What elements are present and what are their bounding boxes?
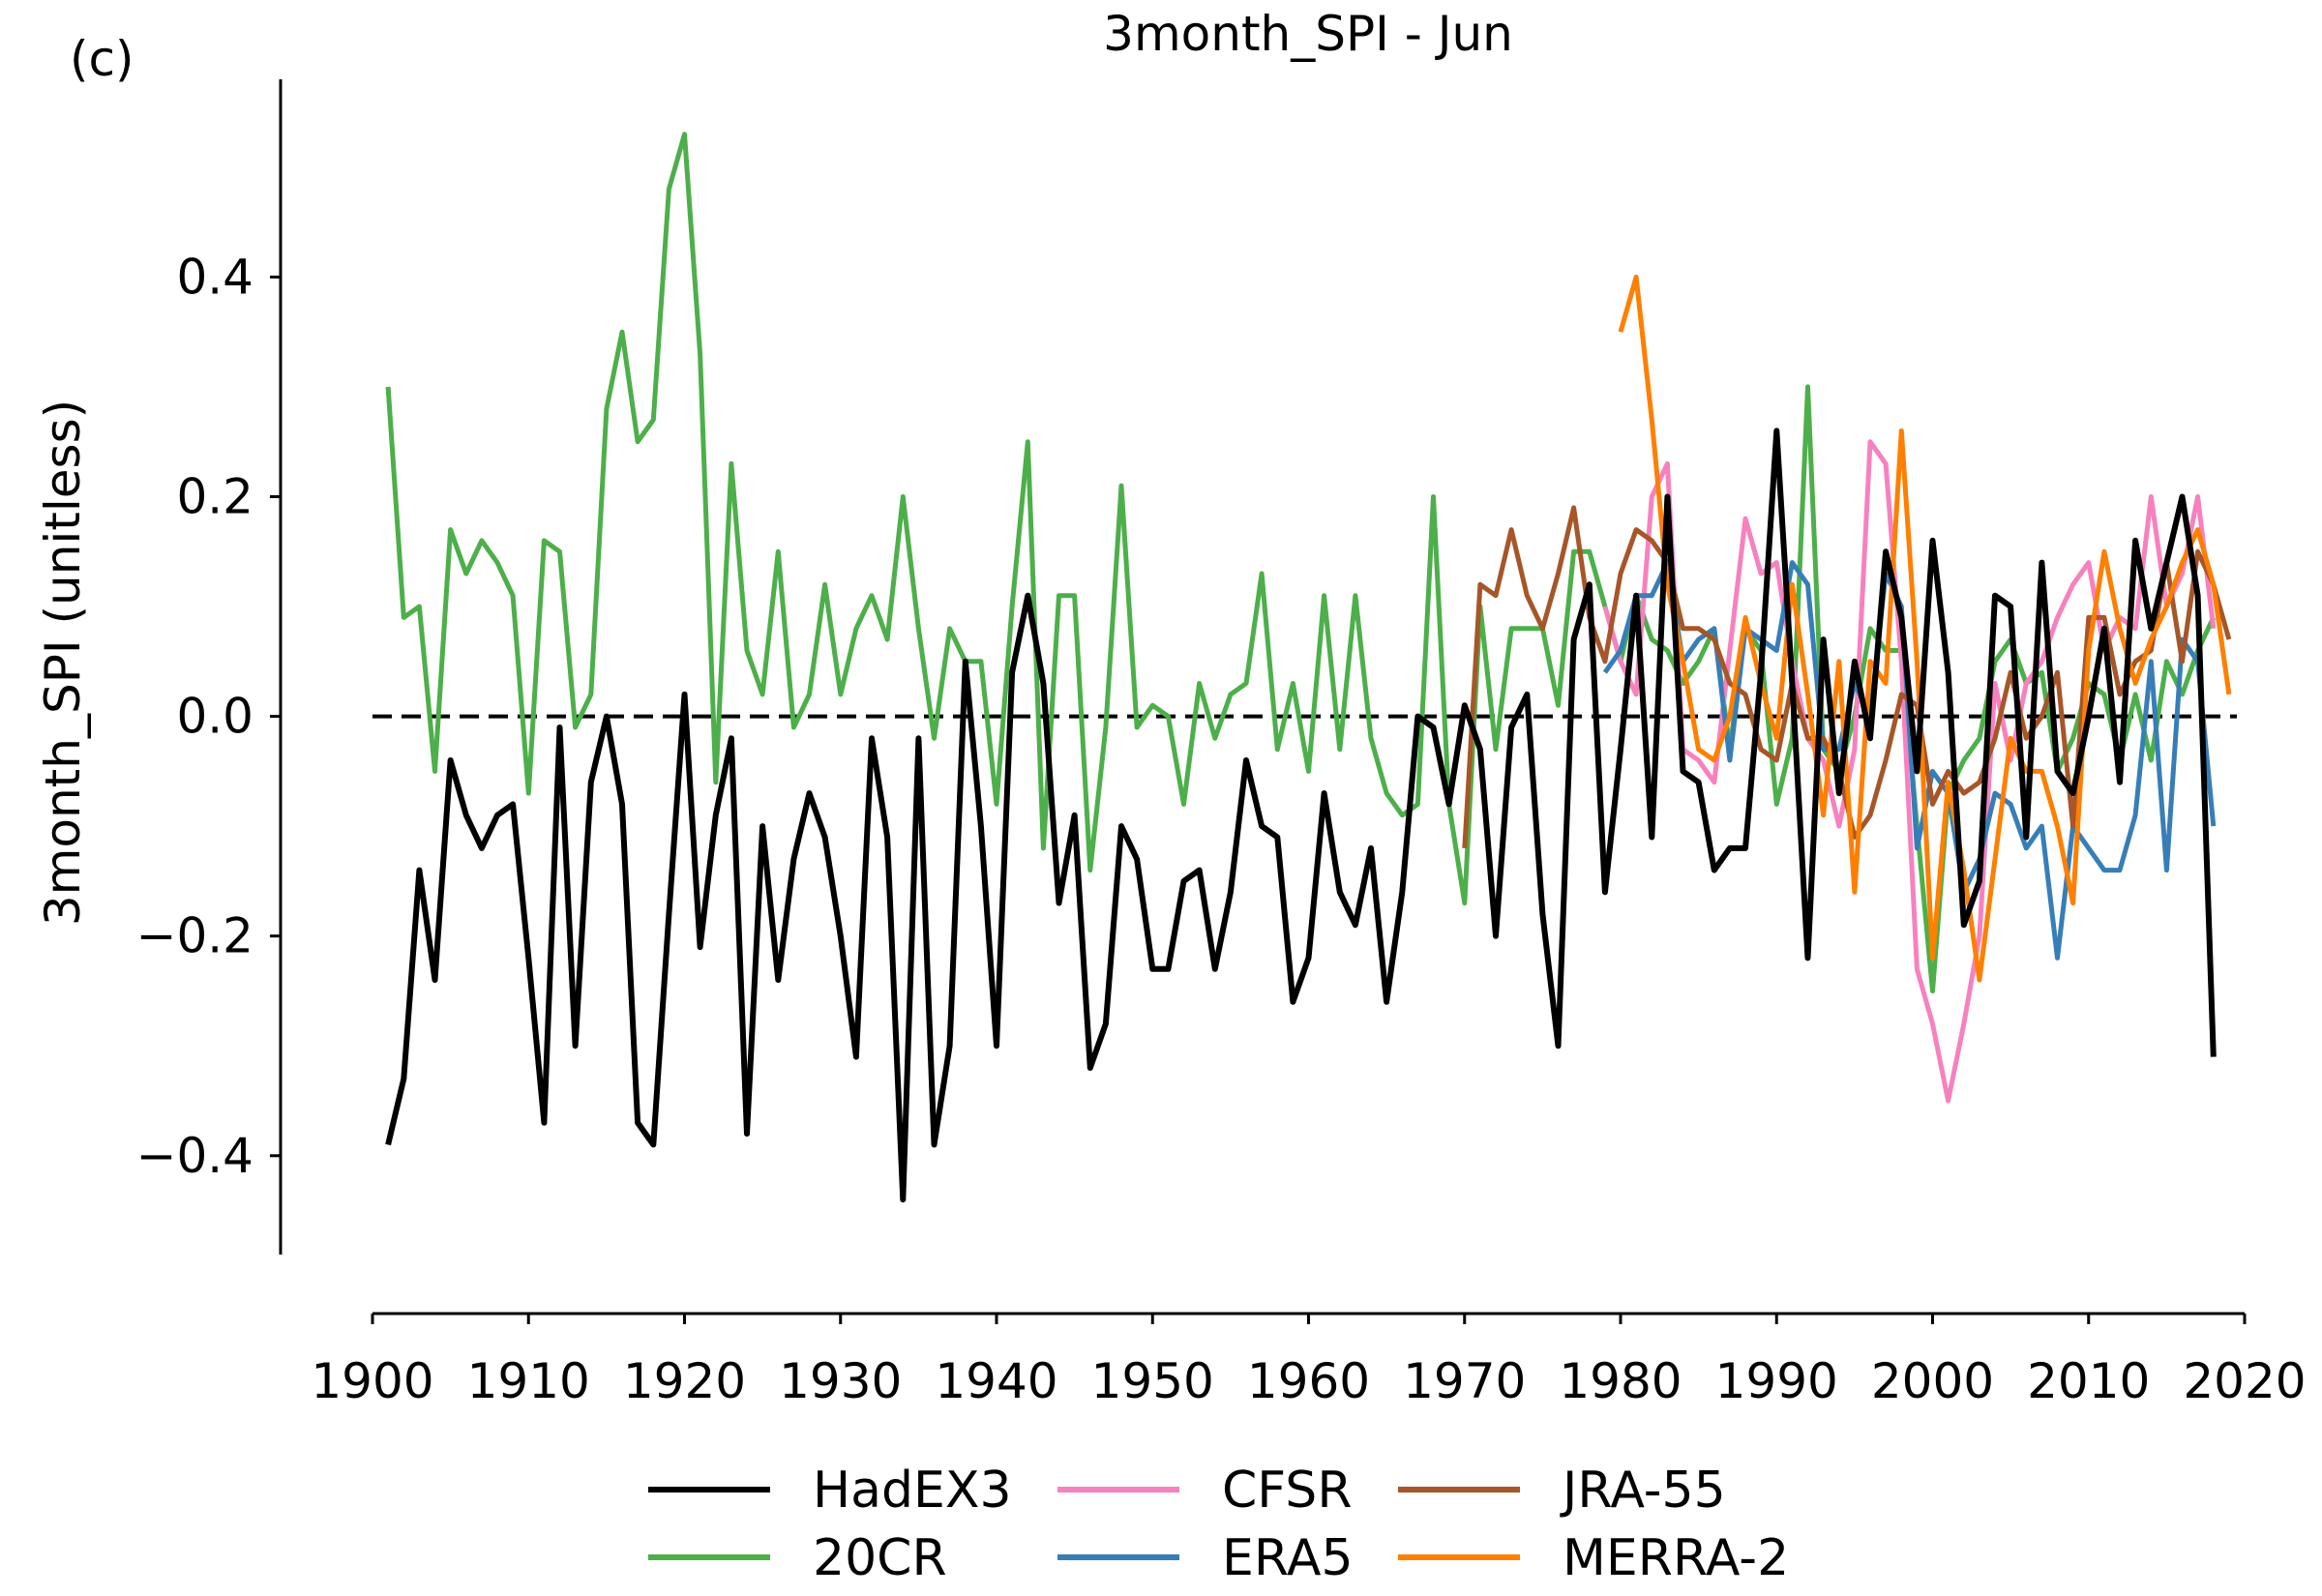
- series-layer: [385, 132, 2232, 1203]
- chart-title: 3month_SPI - Jun: [1103, 6, 1513, 62]
- x-tick-label: 1900: [311, 1353, 433, 1409]
- y-ticks: −0.4 −0.2 0.0 0.2 0.4: [136, 249, 281, 1184]
- x-tick-label: 2010: [2027, 1353, 2150, 1409]
- series-line-hadex3: [385, 428, 2217, 1203]
- series-line-cfsr: [1602, 439, 2217, 1104]
- x-tick-label: 1980: [1559, 1353, 1682, 1409]
- y-tick-label: 0.0: [176, 689, 253, 745]
- x-axis: 1900 1910 1920 1930 1940 1950 1960 1970 1980 1990…: [311, 1312, 2307, 1409]
- legend-label-hadex3: HadEX3: [813, 1462, 1012, 1520]
- y-axis: −0.4 −0.2 0.0 0.2 0.4: [136, 79, 283, 1255]
- x-ticks: 1900 1910 1920 1930 1940 1950 1960 1970 1980 1990…: [311, 1314, 2307, 1409]
- legend-label-cfsr: CFSR: [1222, 1462, 1352, 1520]
- y-tick-label: −0.4: [136, 1128, 253, 1184]
- y-tick-label: 0.4: [176, 249, 253, 305]
- legend: HadEX3 20CR CFSR ERA5 JRA-55 MERRA-2: [648, 1462, 1789, 1587]
- x-tick-label: 1990: [1715, 1353, 1838, 1409]
- legend-label-20cr: 20CR: [813, 1529, 947, 1587]
- x-tick-label: 2020: [2183, 1353, 2306, 1409]
- x-tick-label: 1920: [623, 1353, 746, 1409]
- y-tick-label: 0.2: [176, 468, 253, 524]
- x-tick-label: 1930: [779, 1353, 902, 1409]
- y-tick-label: −0.2: [136, 908, 253, 964]
- y-axis-label: 3month_SPI (unitless): [35, 399, 91, 926]
- x-tick-label: 1940: [935, 1353, 1057, 1409]
- legend-label-merra-2: MERRA-2: [1563, 1529, 1789, 1587]
- legend-label-era5: ERA5: [1222, 1529, 1354, 1587]
- legend-label-jra-55: JRA-55: [1560, 1462, 1726, 1520]
- x-tick-label: 2000: [1871, 1353, 1994, 1409]
- panel-label: (c): [70, 31, 134, 87]
- x-tick-label: 1950: [1091, 1353, 1214, 1409]
- x-tick-label: 1960: [1247, 1353, 1370, 1409]
- x-tick-label: 1910: [467, 1353, 590, 1409]
- x-tick-label: 1970: [1403, 1353, 1526, 1409]
